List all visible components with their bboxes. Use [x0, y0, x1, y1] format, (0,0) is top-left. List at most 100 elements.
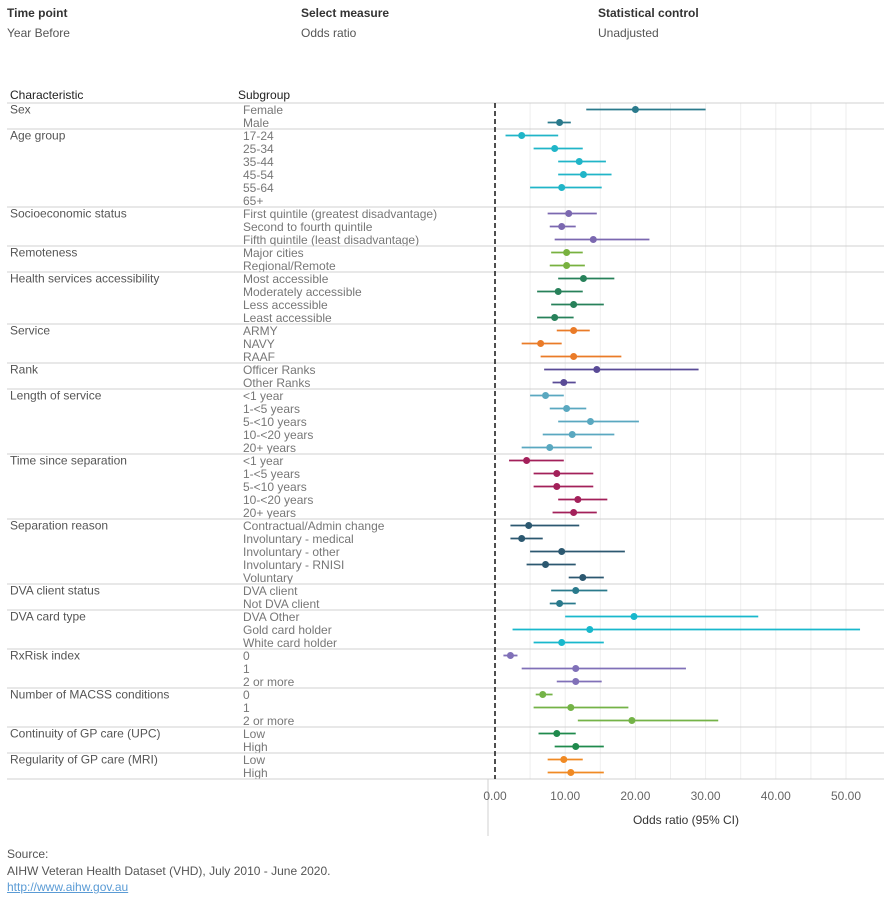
odds-ratio-point[interactable]: [556, 119, 564, 126]
source-link[interactable]: http://www.aihw.gov.au: [7, 880, 129, 894]
subgroup-label: High: [243, 766, 268, 780]
subgroup-label: Gold card holder: [243, 623, 332, 637]
statistical-control-value[interactable]: Unadjusted: [598, 26, 659, 40]
odds-ratio-point[interactable]: [542, 561, 550, 568]
odds-ratio-point[interactable]: [567, 704, 575, 711]
odds-ratio-point[interactable]: [558, 184, 566, 191]
odds-ratio-point[interactable]: [630, 613, 638, 620]
odds-ratio-point[interactable]: [572, 587, 580, 594]
time-point-label: Time point: [7, 6, 68, 20]
odds-ratio-point[interactable]: [551, 145, 559, 152]
characteristic-label: Continuity of GP care (UPC): [10, 727, 161, 741]
odds-ratio-point[interactable]: [593, 366, 601, 373]
odds-ratio-point[interactable]: [568, 431, 576, 438]
subgroup-label: 2 or more: [243, 675, 295, 689]
characteristic-header: Characteristic: [10, 88, 84, 102]
odds-ratio-point[interactable]: [506, 652, 514, 659]
statistical-control-filter[interactable]: Statistical control Unadjusted: [598, 6, 699, 40]
odds-ratio-point[interactable]: [560, 379, 568, 386]
subgroup-label: Most accessible: [243, 272, 329, 286]
odds-ratio-point[interactable]: [565, 210, 573, 217]
subgroup-label: 20+ years: [243, 441, 296, 455]
subgroup-label: High: [243, 740, 268, 754]
odds-ratio-point[interactable]: [523, 457, 531, 464]
odds-ratio-point[interactable]: [563, 262, 571, 269]
subgroup-label: 10-<20 years: [243, 428, 313, 442]
odds-ratio-point[interactable]: [560, 756, 568, 763]
odds-ratio-point[interactable]: [556, 600, 564, 607]
source-text: AIHW Veteran Health Dataset (VHD), July …: [7, 864, 331, 878]
odds-ratio-point[interactable]: [570, 327, 578, 334]
gridlines: [529, 103, 847, 779]
subgroup-label: Moderately accessible: [243, 285, 362, 299]
odds-ratio-point[interactable]: [586, 626, 594, 633]
subgroup-label: DVA Other: [243, 610, 299, 624]
statistical-control-label: Statistical control: [598, 6, 699, 20]
odds-ratio-point[interactable]: [570, 353, 578, 360]
odds-ratio-point[interactable]: [553, 470, 561, 477]
time-point-filter[interactable]: Time point Year Before: [7, 6, 70, 40]
characteristic-label: Socioeconomic status: [10, 207, 127, 221]
odds-ratio-point[interactable]: [558, 223, 566, 230]
odds-ratio-point[interactable]: [572, 678, 580, 685]
group-12: RxRisk index 012 or more: [10, 649, 686, 689]
subgroup-label: 5-<10 years: [243, 415, 307, 429]
odds-ratio-point[interactable]: [563, 405, 571, 412]
characteristic-label: Regularity of GP care (MRI): [10, 753, 158, 767]
odds-ratio-point[interactable]: [631, 106, 639, 113]
odds-ratio-point[interactable]: [537, 340, 545, 347]
odds-ratio-point[interactable]: [586, 418, 594, 425]
odds-ratio-point[interactable]: [579, 171, 587, 178]
subgroup-label: <1 year: [243, 389, 283, 403]
odds-ratio-point[interactable]: [554, 288, 562, 295]
characteristic-label: Rank: [10, 363, 39, 377]
odds-ratio-point[interactable]: [553, 730, 561, 737]
subgroup-header: Subgroup: [238, 88, 291, 102]
subgroup-label: 1: [243, 662, 250, 676]
odds-ratio-point[interactable]: [572, 665, 580, 672]
odds-ratio-point[interactable]: [558, 639, 566, 646]
odds-ratio-point[interactable]: [579, 275, 587, 282]
odds-ratio-point[interactable]: [570, 509, 578, 516]
subgroup-label: 2 or more: [243, 714, 295, 728]
time-point-value[interactable]: Year Before: [7, 26, 70, 40]
odds-ratio-point[interactable]: [518, 535, 526, 542]
odds-ratio-point[interactable]: [542, 392, 550, 399]
odds-ratio-point[interactable]: [570, 301, 578, 308]
odds-ratio-point[interactable]: [572, 743, 580, 750]
subgroup-label: 1: [243, 701, 250, 715]
subgroup-label: 55-64: [243, 181, 274, 195]
measure-value[interactable]: Odds ratio: [301, 26, 357, 40]
subgroup-label: Low: [243, 727, 265, 741]
odds-ratio-point[interactable]: [589, 236, 597, 243]
odds-ratio-point[interactable]: [563, 249, 571, 256]
odds-ratio-point[interactable]: [525, 522, 533, 529]
odds-ratio-point[interactable]: [551, 314, 559, 321]
odds-ratio-point[interactable]: [575, 158, 583, 165]
subgroup-label: Involuntary - RNISI: [243, 558, 344, 572]
odds-ratio-point[interactable]: [628, 717, 636, 724]
odds-ratio-point[interactable]: [574, 496, 582, 503]
odds-ratio-point[interactable]: [558, 548, 566, 555]
odds-ratio-point[interactable]: [518, 132, 526, 139]
characteristic-label: Service: [10, 324, 50, 338]
subgroup-label: Major cities: [243, 246, 304, 260]
odds-ratio-point[interactable]: [546, 444, 554, 451]
characteristic-label: Time since separation: [10, 454, 127, 468]
odds-ratio-point[interactable]: [553, 483, 561, 490]
odds-ratio-point[interactable]: [579, 574, 587, 581]
subgroup-label: 20+ years: [243, 506, 296, 520]
odds-ratio-point[interactable]: [539, 691, 547, 698]
group-13: Number of MACSS conditions 012 or more: [10, 688, 719, 728]
x-tick-label: 40.00: [761, 789, 791, 803]
odds-ratio-point[interactable]: [567, 769, 575, 776]
measure-filter[interactable]: Select measure Odds ratio: [301, 6, 389, 40]
